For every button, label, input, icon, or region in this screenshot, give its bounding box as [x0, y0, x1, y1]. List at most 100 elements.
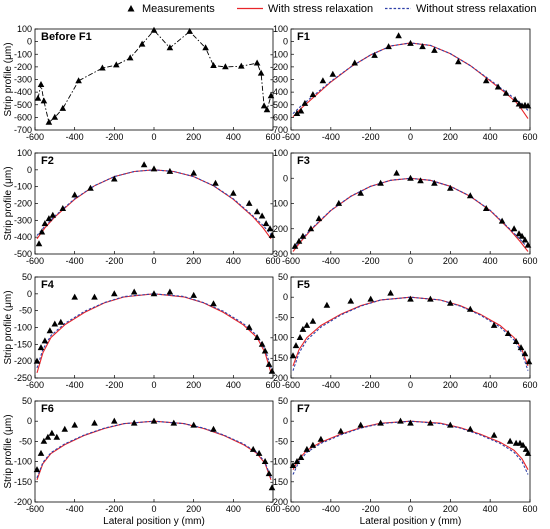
- measurement-point: [59, 205, 67, 211]
- measurement-point: [150, 417, 158, 424]
- y-tick-label: -250: [14, 373, 32, 383]
- measurement-point: [301, 99, 309, 106]
- measurement-point: [190, 169, 197, 176]
- measurement-point: [466, 192, 474, 199]
- legend-item-measurements: Measurements: [127, 3, 215, 15]
- measurement-point: [427, 419, 434, 426]
- x-tick-label: 0: [408, 256, 413, 266]
- measurement-point: [38, 228, 46, 235]
- x-tick-label: -600: [282, 256, 300, 266]
- measurement-point: [524, 102, 532, 109]
- measurement-point: [517, 344, 525, 351]
- measurement-point: [263, 106, 271, 113]
- y-tick-label: 50: [22, 272, 32, 282]
- y-tick-label: 0: [27, 37, 32, 47]
- x-tick-label: -200: [362, 380, 380, 390]
- x-tick-label: -200: [105, 256, 123, 266]
- measurement-point: [126, 54, 134, 61]
- x-tick-label: -200: [362, 132, 380, 142]
- panel-title: F1: [297, 31, 310, 43]
- measurement-point: [262, 220, 270, 227]
- measurement-point: [494, 83, 502, 90]
- x-tick-label: 600: [265, 256, 280, 266]
- measurement-point: [309, 441, 317, 448]
- measurement-point: [519, 441, 527, 448]
- y-tick-label: -600: [270, 112, 288, 122]
- measurement-point: [447, 299, 454, 306]
- panel-f7: -600 -400 -200 0 200 400 600 50 0 -50 -100 -150 -200…: [270, 396, 538, 514]
- panel-title: F6: [41, 403, 54, 415]
- measurement-point: [71, 191, 78, 198]
- y-tick-label: -300: [270, 75, 288, 85]
- x-tick-label: 600: [522, 256, 537, 266]
- measurement-point: [515, 230, 523, 237]
- measurement-point: [303, 321, 311, 328]
- x-tick-label: 400: [483, 132, 498, 142]
- x-tick-label: 0: [151, 380, 156, 390]
- measurement-point: [130, 288, 138, 295]
- measurement-point: [407, 419, 414, 426]
- y-tick-label: -500: [270, 100, 288, 110]
- measurement-point: [49, 211, 57, 218]
- measurement-point: [140, 161, 148, 168]
- y-tick-label: -200: [270, 224, 288, 234]
- measurement-point: [238, 62, 245, 69]
- measurement-point: [210, 425, 217, 432]
- legend: Measurements With stress relaxation With…: [127, 3, 536, 15]
- measurement-point: [297, 454, 305, 460]
- measurement-point: [482, 205, 490, 211]
- panel-f2: -600 -400 -200 0 200 400 600 100 0 -100 -200 -300 -4…: [14, 148, 281, 266]
- x-tick-label: 200: [186, 380, 201, 390]
- x-tick-label: 400: [483, 504, 498, 514]
- x-tick-label: -400: [322, 256, 340, 266]
- measurement-point: [33, 357, 41, 364]
- y-tick-label: 100: [17, 24, 32, 34]
- measurement-point: [170, 419, 178, 426]
- x-tick-label: 600: [522, 132, 537, 142]
- measurement-point: [267, 92, 275, 99]
- measurement-point: [113, 61, 120, 68]
- y-tick-label: -150: [14, 477, 32, 487]
- plot-frame: [290, 276, 531, 379]
- measurement-point: [212, 179, 219, 186]
- measurement-point: [253, 334, 261, 340]
- measurement-point: [166, 44, 174, 51]
- y-tick-label: -200: [270, 373, 288, 383]
- measurement-point: [71, 293, 78, 300]
- measurement-point: [166, 288, 174, 295]
- y-tick-label: -100: [270, 199, 288, 209]
- axis-labels: Strip profile (μm) Strip profile (μm) Stri…: [3, 42, 461, 527]
- measurement-point: [417, 177, 424, 184]
- x-tick-label: -200: [105, 504, 123, 514]
- y-tick-label: -300: [270, 249, 288, 259]
- y-tick-label: -150: [270, 353, 288, 363]
- y-tick-label: -300: [14, 215, 32, 225]
- measurement-point: [41, 337, 49, 344]
- measurement-point: [257, 69, 265, 76]
- x-tick-label: 200: [186, 132, 201, 142]
- measurement-point: [46, 327, 54, 334]
- measurement-point: [258, 212, 266, 219]
- measurement-point: [371, 51, 378, 58]
- x-tick-label: 600: [265, 132, 280, 142]
- x-tick-label: 0: [151, 504, 156, 514]
- measurement-point: [260, 102, 268, 109]
- measurement-point: [510, 225, 518, 232]
- measurement-point: [482, 77, 490, 84]
- measurement-point: [357, 189, 364, 196]
- x-tick-label: 0: [151, 256, 156, 266]
- measurement-point: [295, 237, 303, 244]
- y-tick-label: 100: [273, 148, 288, 158]
- y-tick-label: -50: [275, 436, 288, 446]
- x-tick-label: -400: [66, 504, 84, 514]
- measurement-point: [87, 184, 94, 191]
- x-tick-label: 600: [265, 380, 280, 390]
- measurement-point: [166, 167, 174, 174]
- measurement-point: [385, 43, 392, 50]
- panel-title: Before F1: [41, 31, 92, 43]
- measurement-point: [511, 96, 519, 103]
- measurement-point: [33, 466, 41, 473]
- x-tick-label: -200: [362, 256, 380, 266]
- measurement-point: [40, 97, 48, 104]
- measurement-point: [431, 46, 438, 53]
